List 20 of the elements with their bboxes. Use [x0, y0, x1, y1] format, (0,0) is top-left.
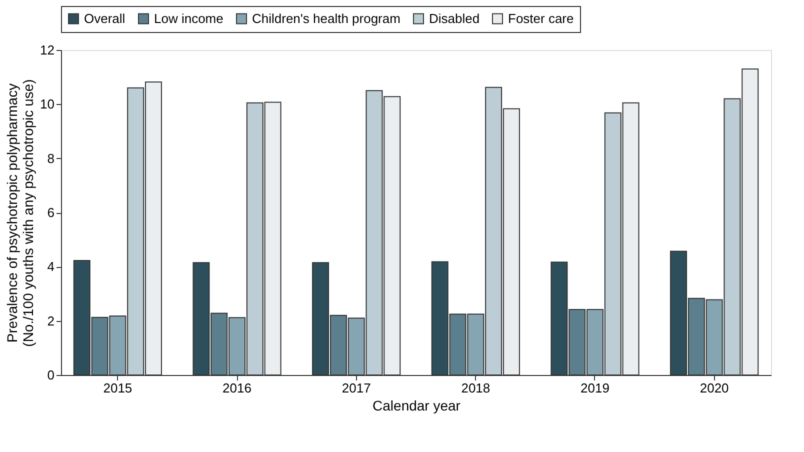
legend-label: Disabled [429, 10, 480, 26]
y-axis-title: Prevalence of psychotropic polypharmacy (No./100 youths with any psychotropic use) [4, 79, 36, 347]
x-tick-label: 2020 [700, 380, 729, 396]
y-tick-label: 6 [47, 205, 54, 220]
x-tick-label: 2019 [580, 380, 610, 396]
y-tick-label: 10 [40, 96, 54, 112]
x-tick-label: 2018 [461, 380, 490, 396]
y-tick-label: 2 [47, 313, 54, 328]
y-tick-label: 0 [47, 368, 54, 382]
x-tick-label: 2015 [103, 380, 132, 396]
y-tick-label: 4 [47, 259, 54, 274]
legend-label: Low income [154, 10, 224, 26]
x-axis-title: Calendar year [372, 398, 461, 414]
x-tick-label: 2016 [222, 380, 252, 396]
x-tick-label: 2017 [342, 380, 371, 396]
legend-label: Overall [84, 10, 126, 26]
legend-label: Children's health program [252, 10, 400, 26]
y-tick-label: 8 [47, 150, 54, 166]
legend-label: Foster care [508, 10, 574, 26]
y-tick-label: 12 [40, 42, 54, 58]
